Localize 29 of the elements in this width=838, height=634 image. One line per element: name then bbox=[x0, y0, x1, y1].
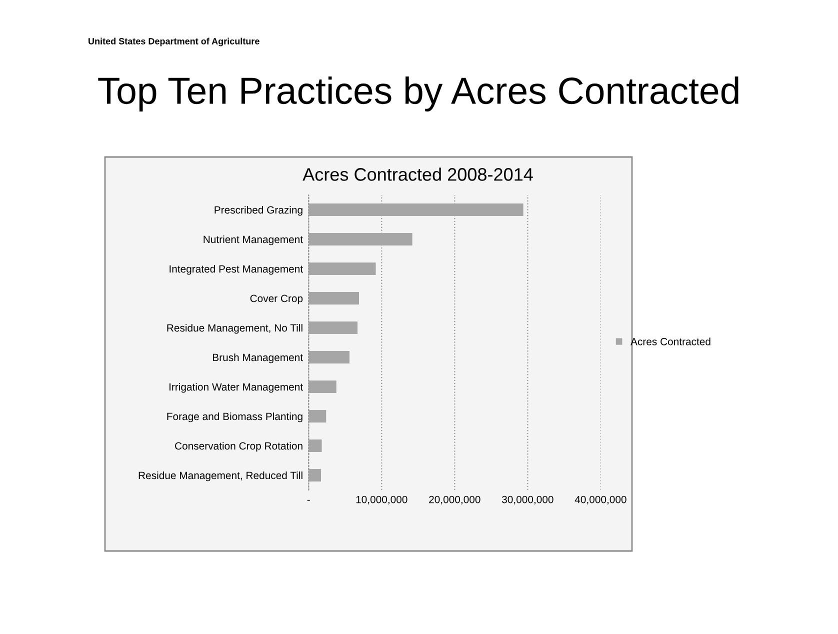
bar bbox=[308, 292, 359, 304]
bar bbox=[308, 469, 322, 482]
bar bbox=[308, 262, 376, 275]
y-tick-label: Integrated Pest Management bbox=[170, 264, 303, 275]
bar bbox=[308, 440, 322, 452]
y-tick-label: Nutrient Management bbox=[204, 235, 303, 246]
x-tick-label: 30,000,000 bbox=[502, 496, 554, 504]
chart-title: Top Ten Practices by Acres Contracted bbox=[98, 76, 738, 112]
bar bbox=[308, 351, 350, 364]
chart-subtitle: Acres Contracted 2008-2014 bbox=[302, 168, 533, 181]
y-tick-label: Residue Management, No Till bbox=[167, 324, 302, 334]
legend-label: Acres Contracted bbox=[630, 338, 710, 346]
y-tick-label: Residue Management, Reduced Till bbox=[138, 471, 302, 482]
bar bbox=[308, 204, 524, 216]
y-tick-label: Prescribed Grazing bbox=[214, 206, 302, 216]
text: United States Department of Agriculture bbox=[88, 38, 260, 46]
x-tick-label: 40,000,000 bbox=[574, 496, 626, 504]
y-tick-label: Irrigation Water Management bbox=[170, 382, 303, 393]
bar bbox=[308, 233, 412, 246]
y-tick-label: Forage and Biomass Planting bbox=[167, 412, 302, 422]
x-tick-label: - bbox=[307, 500, 310, 501]
x-tick-label: 10,000,000 bbox=[356, 496, 408, 504]
bar bbox=[308, 322, 358, 334]
bar bbox=[308, 410, 326, 422]
y-tick-label: Brush Management bbox=[213, 353, 303, 364]
x-tick-label: 20,000,000 bbox=[429, 496, 480, 504]
bar bbox=[308, 380, 336, 393]
y-tick-label: Conservation Crop Rotation bbox=[175, 442, 302, 452]
y-tick-label: Cover Crop bbox=[250, 294, 303, 304]
